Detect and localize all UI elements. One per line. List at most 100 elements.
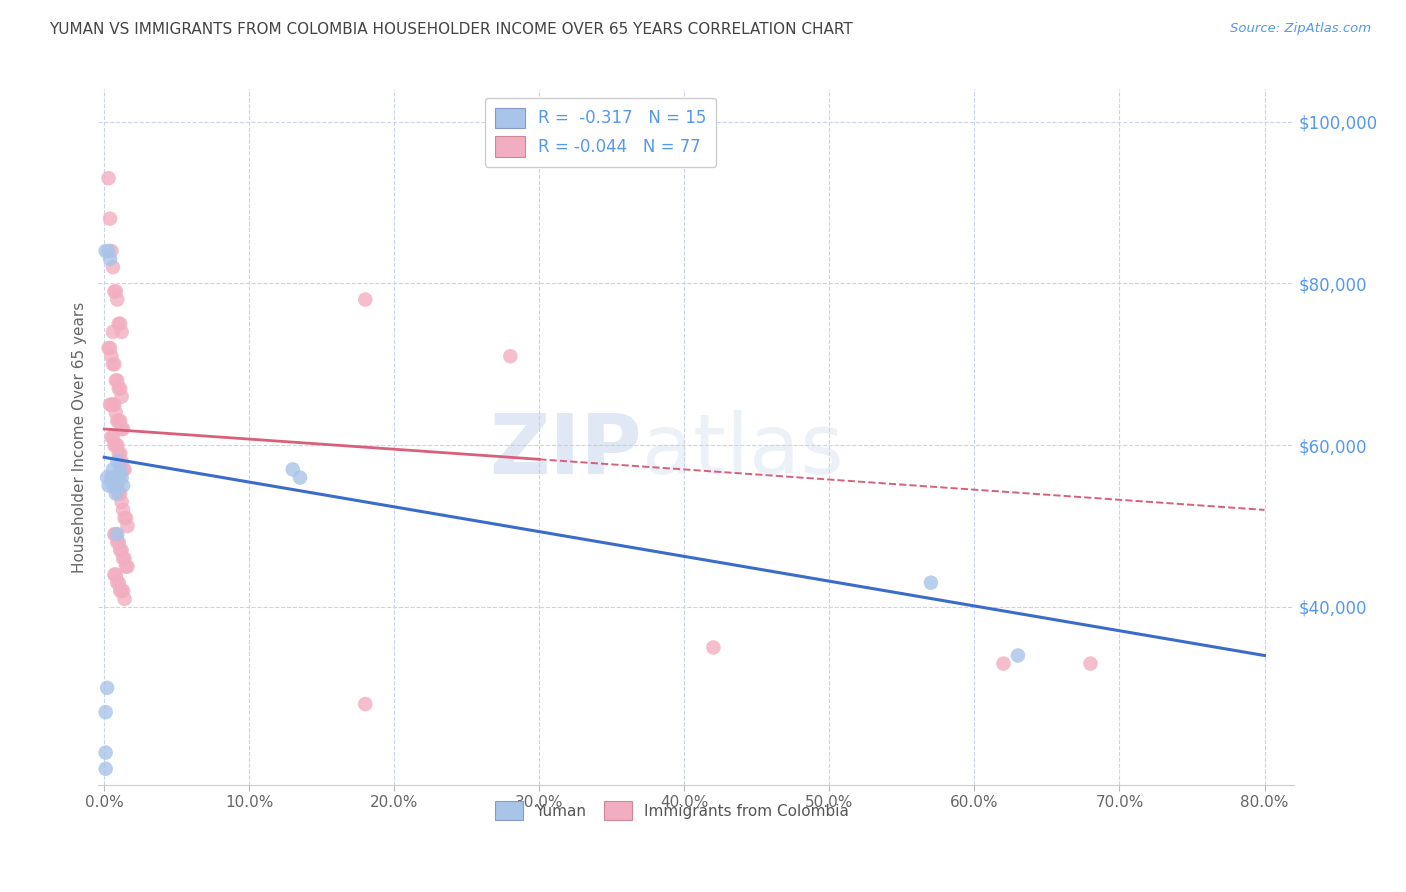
Point bbox=[111, 470, 134, 484]
Point bbox=[105, 527, 128, 541]
Point bbox=[103, 357, 125, 371]
Text: atlas: atlas bbox=[643, 410, 844, 491]
Point bbox=[104, 438, 127, 452]
Point bbox=[108, 543, 131, 558]
Point bbox=[114, 462, 136, 476]
Point bbox=[103, 438, 125, 452]
Point bbox=[105, 414, 128, 428]
Point bbox=[97, 341, 120, 355]
Point bbox=[94, 705, 117, 719]
Point bbox=[107, 575, 129, 590]
Point bbox=[97, 478, 120, 492]
Point bbox=[111, 422, 134, 436]
Point bbox=[111, 390, 134, 404]
Legend: Yuman, Immigrants from Colombia: Yuman, Immigrants from Colombia bbox=[489, 795, 855, 826]
Point bbox=[104, 567, 127, 582]
Point bbox=[104, 486, 127, 500]
Point bbox=[111, 543, 134, 558]
Point bbox=[98, 341, 121, 355]
Point bbox=[105, 478, 128, 492]
Y-axis label: Householder Income Over 65 years: Householder Income Over 65 years bbox=[72, 301, 87, 573]
Point bbox=[117, 519, 139, 533]
Point bbox=[354, 697, 377, 711]
Point bbox=[920, 575, 942, 590]
Point bbox=[100, 349, 122, 363]
Point bbox=[702, 640, 724, 655]
Point bbox=[104, 406, 127, 420]
Point bbox=[105, 438, 128, 452]
Point bbox=[111, 495, 134, 509]
Point bbox=[96, 470, 118, 484]
Point bbox=[103, 470, 125, 484]
Point bbox=[107, 446, 129, 460]
Point bbox=[103, 527, 125, 541]
Point bbox=[115, 559, 138, 574]
Point bbox=[105, 374, 128, 388]
Point bbox=[112, 422, 135, 436]
Point bbox=[103, 285, 125, 299]
Point bbox=[103, 567, 125, 582]
Point bbox=[107, 486, 129, 500]
Text: YUMAN VS IMMIGRANTS FROM COLOMBIA HOUSEHOLDER INCOME OVER 65 YEARS CORRELATION C: YUMAN VS IMMIGRANTS FROM COLOMBIA HOUSEH… bbox=[49, 22, 853, 37]
Point bbox=[114, 511, 136, 525]
Point bbox=[104, 478, 127, 492]
Point bbox=[97, 171, 120, 186]
Point bbox=[281, 462, 304, 476]
Point bbox=[94, 762, 117, 776]
Point bbox=[101, 260, 124, 275]
Point bbox=[101, 462, 124, 476]
Point bbox=[97, 244, 120, 258]
Point bbox=[98, 211, 121, 226]
Text: ZIP: ZIP bbox=[489, 410, 643, 491]
Point bbox=[107, 414, 129, 428]
Point bbox=[101, 398, 124, 412]
Point bbox=[107, 317, 129, 331]
Point bbox=[107, 535, 129, 549]
Point bbox=[108, 583, 131, 598]
Point bbox=[100, 244, 122, 258]
Point bbox=[98, 252, 121, 266]
Point bbox=[108, 462, 131, 476]
Point bbox=[108, 317, 131, 331]
Point bbox=[104, 478, 127, 492]
Point bbox=[96, 681, 118, 695]
Point bbox=[108, 446, 131, 460]
Point bbox=[112, 551, 135, 566]
Point bbox=[103, 478, 125, 492]
Point bbox=[103, 398, 125, 412]
Point bbox=[105, 575, 128, 590]
Point bbox=[111, 454, 134, 468]
Point bbox=[112, 462, 135, 476]
Point bbox=[114, 591, 136, 606]
Point bbox=[114, 551, 136, 566]
Point bbox=[100, 398, 122, 412]
Point bbox=[108, 486, 131, 500]
Point bbox=[105, 454, 128, 468]
Point bbox=[107, 382, 129, 396]
Point bbox=[354, 293, 377, 307]
Point bbox=[94, 244, 117, 258]
Point bbox=[107, 470, 129, 484]
Point bbox=[112, 583, 135, 598]
Point bbox=[105, 293, 128, 307]
Point bbox=[104, 285, 127, 299]
Point bbox=[101, 430, 124, 444]
Text: Source: ZipAtlas.com: Source: ZipAtlas.com bbox=[1230, 22, 1371, 36]
Point bbox=[111, 325, 134, 339]
Point bbox=[101, 357, 124, 371]
Point bbox=[288, 470, 311, 484]
Point bbox=[499, 349, 522, 363]
Point bbox=[100, 430, 122, 444]
Point bbox=[115, 511, 138, 525]
Point bbox=[108, 382, 131, 396]
Point bbox=[117, 559, 139, 574]
Point bbox=[101, 325, 124, 339]
Point bbox=[1007, 648, 1029, 663]
Point bbox=[112, 503, 135, 517]
Point bbox=[108, 414, 131, 428]
Point bbox=[1080, 657, 1102, 671]
Point bbox=[101, 478, 124, 492]
Point bbox=[94, 746, 117, 760]
Point bbox=[104, 374, 127, 388]
Point bbox=[101, 470, 124, 484]
